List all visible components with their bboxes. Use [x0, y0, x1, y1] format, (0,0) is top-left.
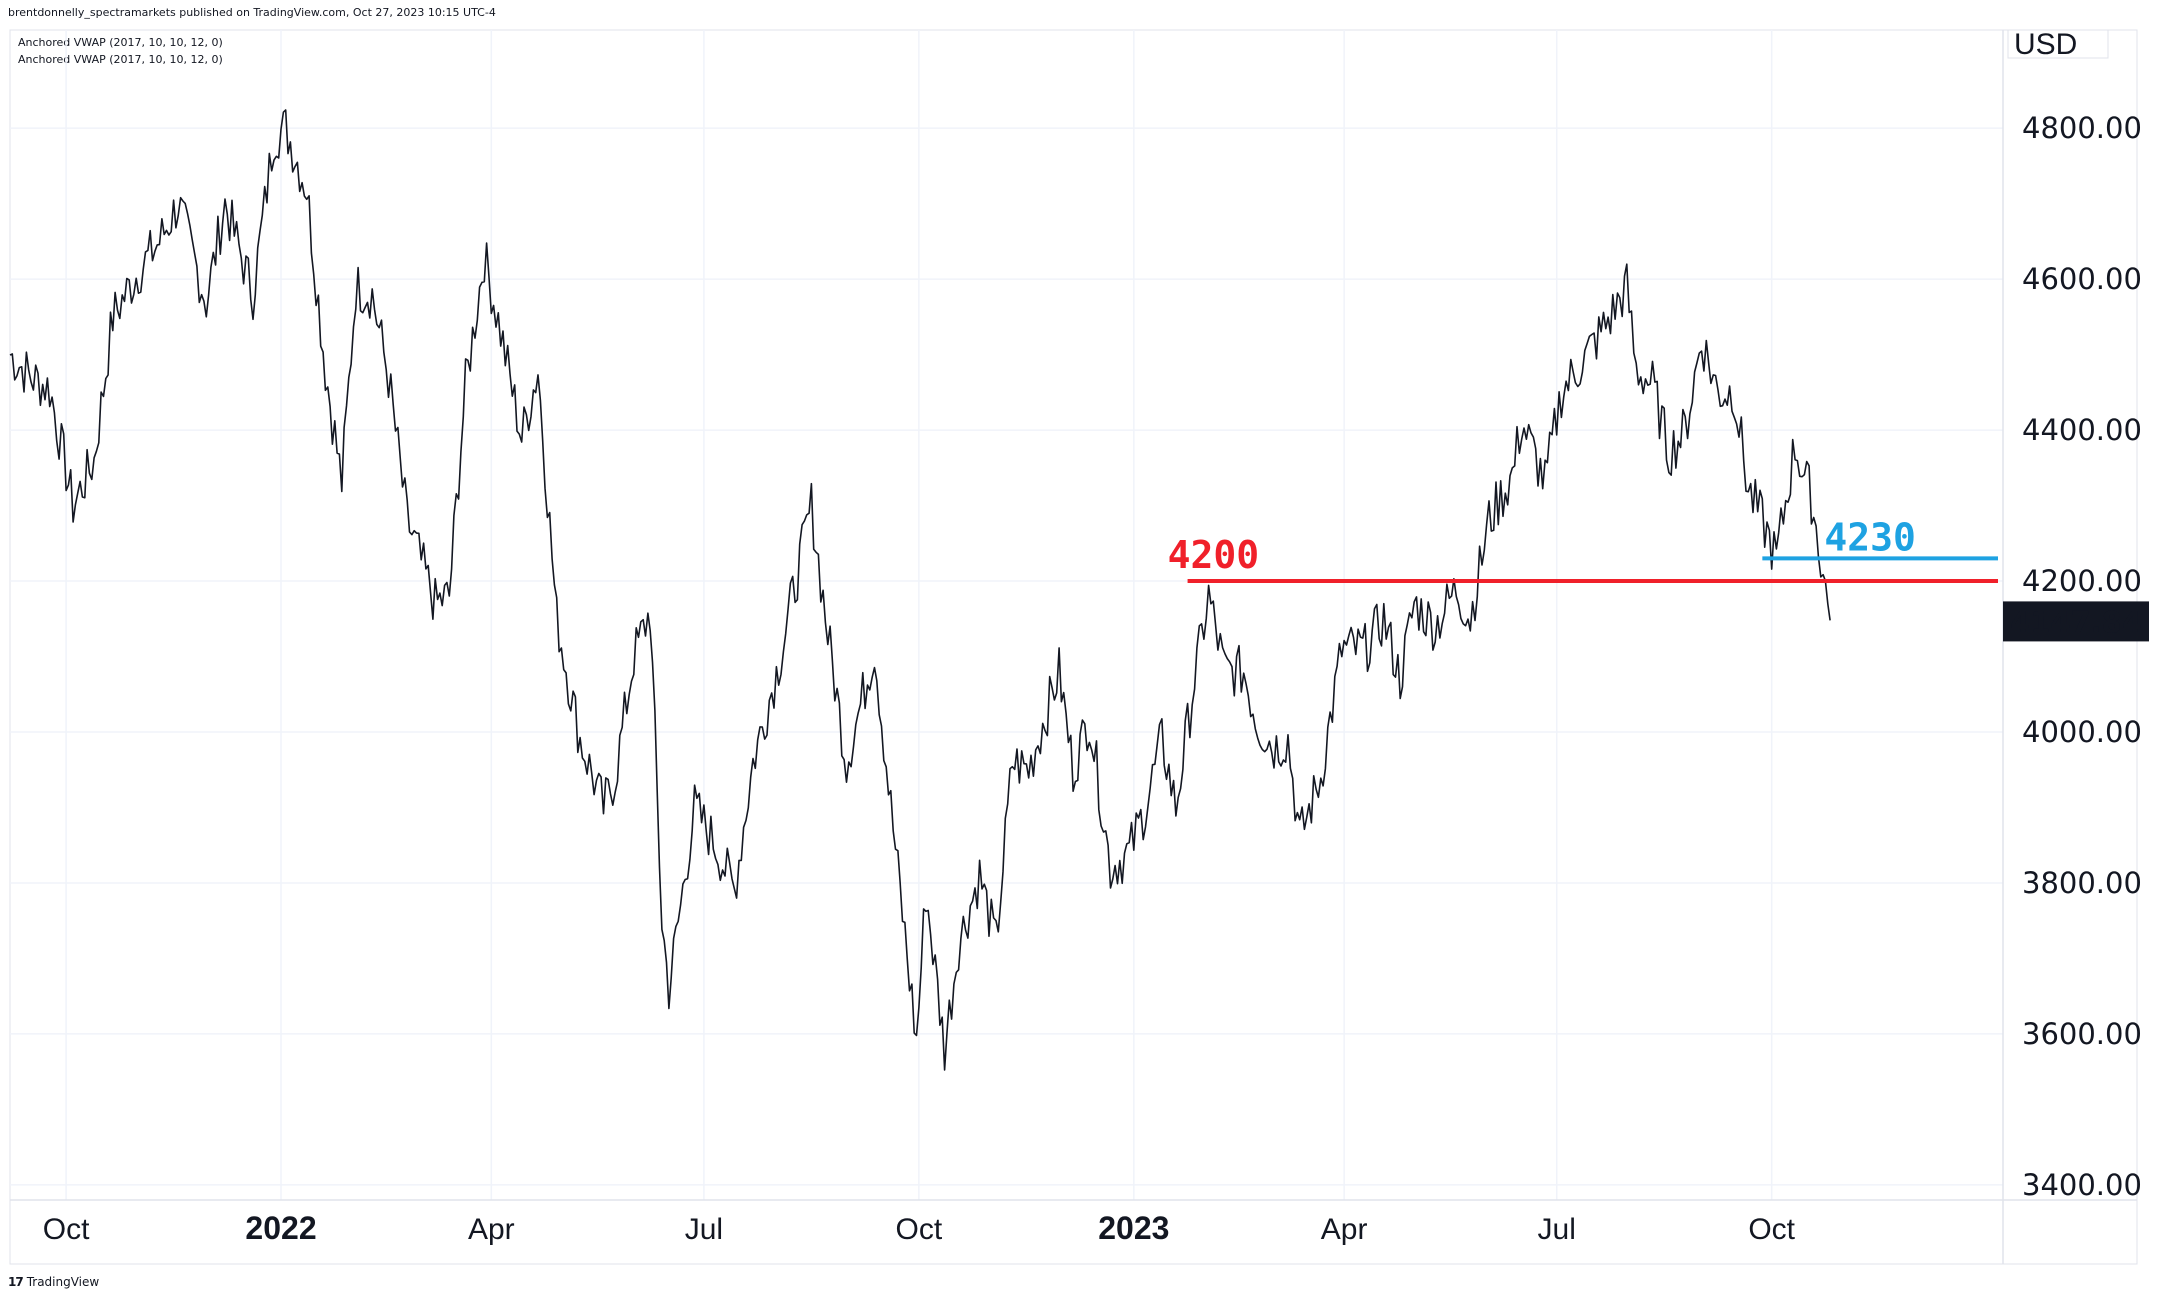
time-tick-label: Oct [43, 1213, 90, 1246]
time-tick-label: Apr [1321, 1213, 1368, 1246]
last-price-label: 4147.84 [2010, 605, 2142, 639]
price-tick-label: 3400.00 [2022, 1168, 2142, 1202]
time-tick-label: Jul [1538, 1213, 1576, 1246]
indicator-label[interactable]: Anchored VWAP (2017, 10, 10, 12, 0) [18, 53, 223, 66]
price-tick-label: 4600.00 [2022, 262, 2142, 296]
time-tick-label: Apr [468, 1213, 515, 1246]
time-tick-label: Oct [896, 1213, 943, 1246]
currency-label-box[interactable] [2007, 29, 2109, 59]
price-line [9, 109, 1831, 1071]
time-tick-label: 2023 [1098, 1210, 1169, 1246]
annotation-layer: 4200 4230 [1168, 515, 1998, 584]
indicator-legend: Anchored VWAP (2017, 10, 10, 12, 0) Anch… [18, 34, 223, 68]
last-price-marker: 4147.84 [2003, 601, 2149, 642]
last-price-box [2003, 601, 2149, 642]
price-tick-label: 3600.00 [2022, 1017, 2142, 1051]
level-label-4230: 4230 [1824, 515, 1916, 559]
level-label-4200: 4200 [1168, 533, 1260, 577]
chart-frame [9, 29, 2138, 1265]
time-tick-label: 2022 [245, 1210, 316, 1246]
footer: 𝟭𝟳 TradingView [8, 1275, 99, 1289]
price-series [9, 109, 1831, 1071]
price-tick-label: 4000.00 [2022, 715, 2142, 749]
currency-label[interactable]: USD [2014, 28, 2077, 61]
time-tick-label: Jul [685, 1213, 723, 1246]
price-axis: 3400.00 3600.00 3800.00 4000.00 4200.00 4400.… [2022, 111, 2142, 1202]
chart-grid [10, 30, 2003, 1200]
price-tick-label: 4200.00 [2022, 564, 2142, 598]
price-tick-label: 4400.00 [2022, 413, 2142, 447]
price-tick-label: 4800.00 [2022, 111, 2142, 145]
time-axis: Oct 2022 Apr Jul Oct 2023 Apr Jul Oct [43, 1210, 1796, 1246]
footer-brand: TradingView [26, 1275, 100, 1289]
time-tick-label: Oct [1748, 1213, 1795, 1246]
indicator-label[interactable]: Anchored VWAP (2017, 10, 10, 12, 0) [18, 36, 223, 49]
price-tick-label: 3800.00 [2022, 866, 2142, 900]
tradingview-logo-icon: 𝟭𝟳 [8, 1275, 24, 1289]
publisher-header: brentdonnelly_spectramarkets published o… [8, 6, 496, 19]
